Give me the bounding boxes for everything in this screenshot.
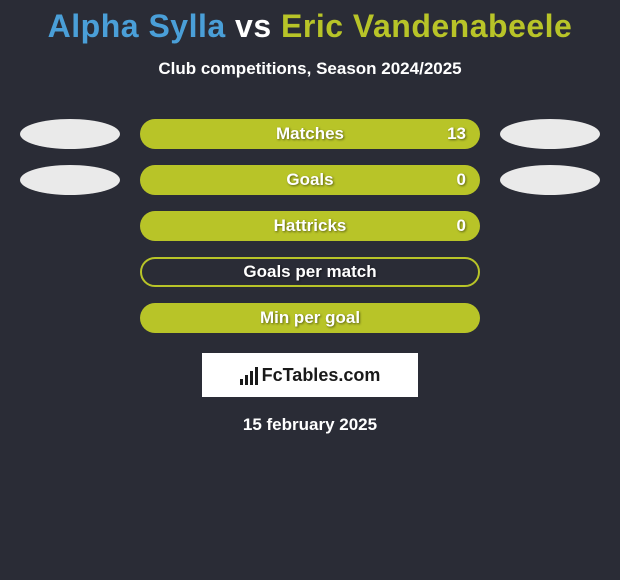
ellipse-spacer <box>20 211 120 241</box>
date-text: 15 february 2025 <box>0 415 620 435</box>
stat-bar: Hattricks 0 <box>140 211 480 241</box>
logo-text: FcTables.com <box>262 365 381 386</box>
ellipse-spacer <box>500 303 600 333</box>
stat-label: Min per goal <box>260 308 360 328</box>
stat-bar: Goals 0 <box>140 165 480 195</box>
logo: FcTables.com <box>240 365 381 386</box>
player1-ellipse <box>20 165 120 195</box>
stat-bar: Min per goal <box>140 303 480 333</box>
subtitle: Club competitions, Season 2024/2025 <box>0 59 620 79</box>
page-title: Alpha Sylla vs Eric Vandenabeele <box>0 8 620 45</box>
stat-label: Goals <box>286 170 333 190</box>
stat-bar: Goals per match <box>140 257 480 287</box>
stat-bar: Matches 13 <box>140 119 480 149</box>
ellipse-spacer <box>20 257 120 287</box>
stat-row: Goals 0 <box>0 165 620 195</box>
ellipse-spacer <box>20 303 120 333</box>
player1-ellipse <box>20 119 120 149</box>
ellipse-spacer <box>500 257 600 287</box>
player1-name: Alpha Sylla <box>48 8 226 44</box>
stat-label: Hattricks <box>274 216 347 236</box>
player2-ellipse <box>500 119 600 149</box>
vs-text: vs <box>235 8 272 44</box>
ellipse-spacer <box>500 211 600 241</box>
stat-row: Goals per match <box>0 257 620 287</box>
comparison-infographic: Alpha Sylla vs Eric Vandenabeele Club co… <box>0 0 620 435</box>
stat-row: Min per goal <box>0 303 620 333</box>
stat-row: Matches 13 <box>0 119 620 149</box>
player2-ellipse <box>500 165 600 195</box>
stat-row: Hattricks 0 <box>0 211 620 241</box>
stat-value: 13 <box>447 124 466 144</box>
stats-list: Matches 13 Goals 0 Hattricks 0 Goals per match… <box>0 119 620 333</box>
stat-value: 0 <box>457 216 466 236</box>
stat-label: Goals per match <box>243 262 376 282</box>
stat-value: 0 <box>457 170 466 190</box>
logo-box: FcTables.com <box>202 353 418 397</box>
chart-icon <box>240 365 258 385</box>
stat-label: Matches <box>276 124 344 144</box>
player2-name: Eric Vandenabeele <box>281 8 572 44</box>
